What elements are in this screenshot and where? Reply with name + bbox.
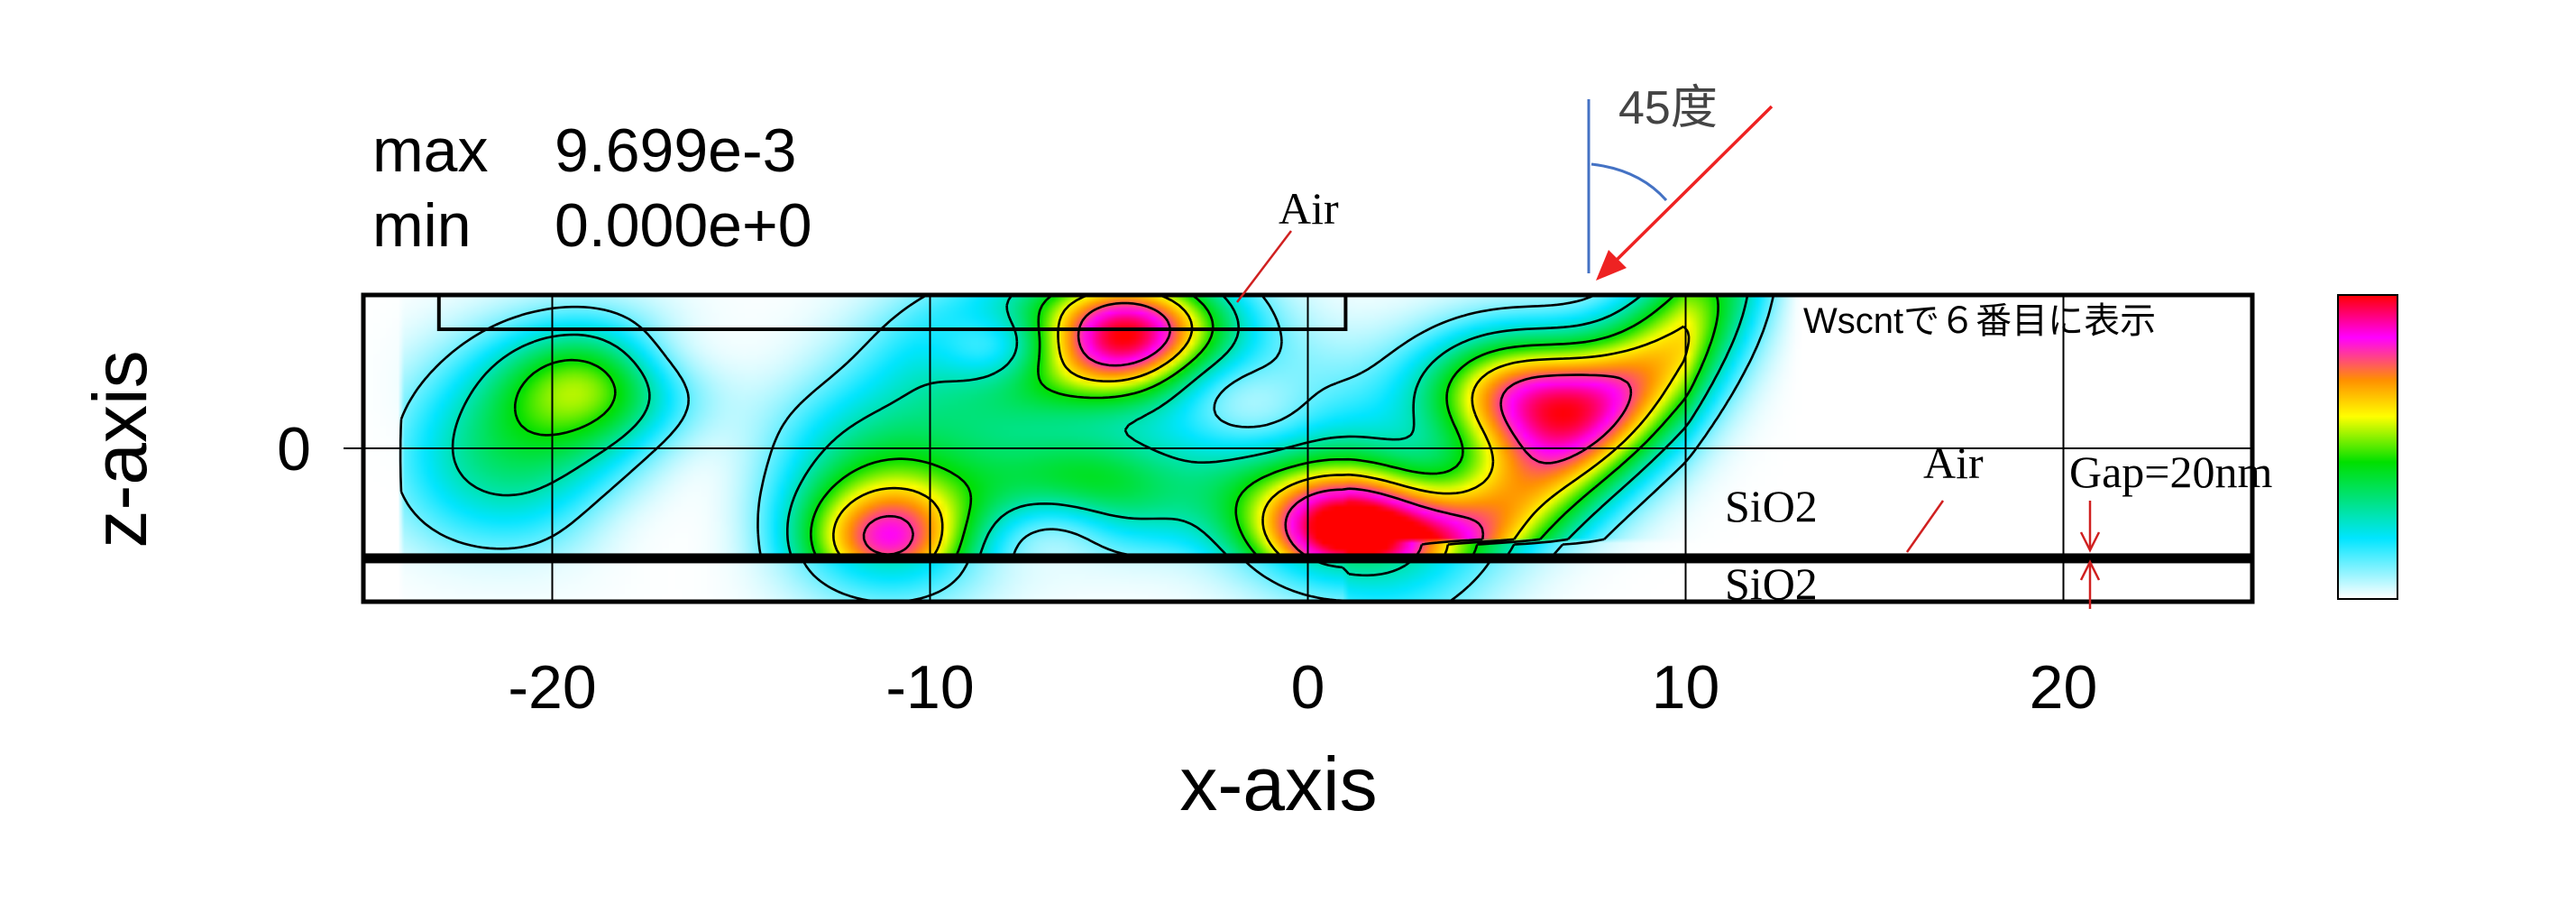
air-label-right: Air: [1923, 438, 1984, 488]
gap-arrowhead-bottom-icon: [2079, 559, 2101, 581]
air-region-outline: [436, 295, 1348, 331]
x-tick-label: 10: [1652, 653, 1720, 722]
air-label-top: Air: [1279, 183, 1339, 234]
incidence-arrow: [1606, 105, 1774, 271]
x-tick-label: -10: [885, 653, 974, 722]
x-tick-label: -20: [508, 653, 596, 722]
y-axis-label: z-axis: [78, 350, 162, 548]
min-label: min: [372, 191, 472, 260]
angle-label: 45度: [1618, 82, 1718, 134]
gap-label: Gap=20nm: [2069, 447, 2272, 497]
max-label: max: [372, 116, 488, 185]
min-value: 0.000e+0: [555, 191, 812, 260]
structure-outline: [363, 295, 2252, 564]
plot-area: [344, 292, 2255, 604]
y-tick-label: 0: [277, 415, 311, 484]
colorbar: [2337, 294, 2398, 600]
note-text: Wscntで６番目に表示: [1803, 301, 2156, 341]
grid-lines: [344, 295, 2252, 602]
sio2-label-upper: SiO2: [1725, 481, 1818, 531]
x-axis-ticks: -20 -10 0 10 20: [508, 653, 2097, 722]
gap-layer: [363, 553, 2252, 564]
x-axis-label: x-axis: [1179, 742, 1377, 826]
air-leader-top: [1236, 230, 1292, 303]
x-tick-label: 20: [2030, 653, 2098, 722]
plot-frame: [361, 292, 2255, 604]
max-value: 9.699e-3: [555, 116, 796, 185]
sio2-label-lower: SiO2: [1725, 558, 1818, 609]
x-tick-label: 0: [1291, 653, 1325, 722]
gap-arrowhead-top-icon: [2079, 531, 2101, 553]
angle-arc: [1591, 162, 1668, 201]
air-leader-right: [1905, 500, 1945, 553]
arrowhead-icon: [1596, 250, 1627, 281]
annotations: 45度 Air Air SiO2 SiO2 Gap=20nm Wscntで６番目…: [1236, 82, 2272, 609]
y-axis-ticks: 0: [277, 415, 311, 484]
